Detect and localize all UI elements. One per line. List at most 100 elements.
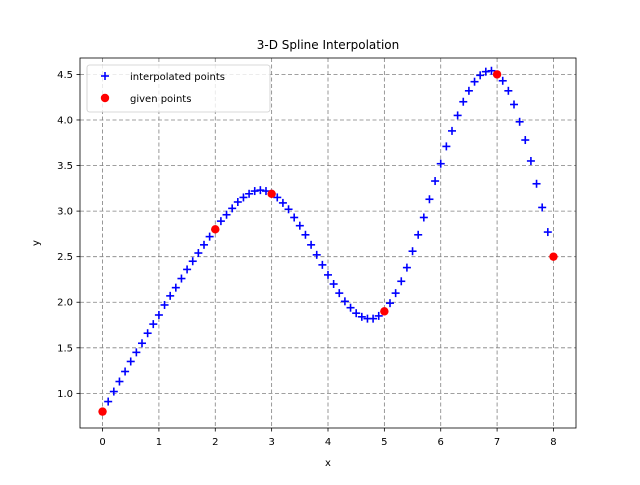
ticks xyxy=(76,74,554,432)
interpolated-point xyxy=(318,260,327,269)
interpolated-point xyxy=(510,100,518,109)
interpolated-point xyxy=(166,291,175,300)
y-tick-label: 2.5 xyxy=(57,252,73,263)
interpolated-point xyxy=(543,228,552,237)
interpolated-point xyxy=(431,177,440,186)
interpolated-point xyxy=(312,250,321,259)
interpolated-point xyxy=(498,76,507,85)
x-tick-label: 0 xyxy=(99,437,105,448)
interpolated-point xyxy=(408,247,417,256)
interpolated-point xyxy=(109,387,118,396)
interpolated-point xyxy=(307,240,316,249)
interpolated-point xyxy=(278,198,287,207)
interpolated-point xyxy=(442,142,451,151)
interpolated-point xyxy=(459,97,468,106)
given-point xyxy=(492,70,502,79)
x-tick-label: 3 xyxy=(268,437,274,448)
legend-marker-interpolated xyxy=(101,72,109,80)
chart-title: 3-D Spline Interpolation xyxy=(257,38,400,52)
interpolated-point xyxy=(171,283,180,292)
y-tick-label: 4.0 xyxy=(57,115,73,126)
given-point xyxy=(380,307,389,316)
interpolated-point xyxy=(284,205,293,214)
x-tick-label: 4 xyxy=(325,437,331,448)
interpolated-point xyxy=(115,377,124,386)
interpolated-point xyxy=(329,280,338,289)
x-tick-label: 5 xyxy=(381,437,387,448)
axes-frame xyxy=(79,57,577,429)
interpolated-point xyxy=(205,232,214,241)
y-tick-label: 4.5 xyxy=(57,70,73,81)
given-point xyxy=(211,225,220,234)
interpolated-point xyxy=(104,397,113,406)
interpolated-point xyxy=(436,159,445,168)
interpolated-point xyxy=(352,309,361,318)
interpolated-point xyxy=(273,193,282,202)
y-tick-label: 1.5 xyxy=(57,343,73,354)
interpolated-point xyxy=(357,312,366,321)
interpolated-point xyxy=(256,186,265,195)
interpolated-point xyxy=(160,300,169,309)
y-tick-label: 3.5 xyxy=(57,161,73,172)
interpolated-point xyxy=(194,249,203,258)
x-tick-label: 1 xyxy=(156,437,162,448)
interpolated-points-series xyxy=(104,66,552,406)
interpolated-point xyxy=(526,156,535,165)
interpolated-point xyxy=(476,71,485,80)
interpolated-point xyxy=(374,311,383,320)
interpolated-point xyxy=(126,357,135,366)
interpolated-point xyxy=(402,263,411,272)
y-axis-label: y xyxy=(31,240,42,246)
interpolated-point xyxy=(143,329,152,338)
interpolated-point xyxy=(414,230,423,239)
interpolated-point xyxy=(121,367,130,376)
interpolated-point xyxy=(419,213,428,222)
interpolated-point xyxy=(177,274,186,283)
interpolated-point xyxy=(369,314,378,323)
legend: interpolated points given points xyxy=(86,64,271,113)
interpolated-point xyxy=(239,193,248,202)
interpolated-point xyxy=(346,303,355,312)
interpolated-point xyxy=(397,277,406,286)
interpolated-point xyxy=(188,257,197,266)
interpolated-point xyxy=(453,111,462,120)
interpolated-point xyxy=(222,210,231,219)
interpolated-point xyxy=(515,117,524,126)
interpolated-point xyxy=(149,320,158,329)
interpolated-point xyxy=(324,270,332,279)
interpolated-point xyxy=(154,310,163,319)
interpolated-point xyxy=(386,299,394,308)
interpolated-point xyxy=(470,77,479,86)
interpolated-point xyxy=(464,86,473,95)
legend-label-given: given points xyxy=(130,94,191,105)
x-tick-label: 2 xyxy=(212,437,218,448)
given-points-series xyxy=(98,70,558,416)
tick-labels: 0 1 2 3 4 5 6 7 8 1.0 1.5 2.0 2.5 3.0 3.5 4.0 4.5 xyxy=(57,70,557,448)
interpolated-point xyxy=(295,221,304,230)
interpolated-point xyxy=(216,217,225,226)
interpolated-point xyxy=(301,230,310,239)
interpolated-point xyxy=(532,179,541,188)
legend-marker-given xyxy=(100,93,110,103)
grid xyxy=(80,58,576,428)
x-tick-label: 6 xyxy=(438,437,444,448)
legend-box xyxy=(86,64,271,113)
given-point xyxy=(98,407,107,416)
interpolated-point xyxy=(538,203,547,212)
interpolated-point xyxy=(487,66,496,75)
interpolated-point xyxy=(481,67,490,76)
y-tick-label: 1.0 xyxy=(57,389,73,400)
x-axis-label: x xyxy=(325,458,331,469)
interpolated-point xyxy=(391,289,400,298)
given-point xyxy=(267,189,276,198)
interpolated-point xyxy=(448,126,456,135)
x-tick-label: 7 xyxy=(494,437,500,448)
interpolated-point xyxy=(228,204,237,213)
interpolated-point xyxy=(335,289,344,298)
interpolated-point xyxy=(290,213,299,222)
y-tick-label: 2.0 xyxy=(57,298,73,309)
given-point xyxy=(549,252,558,261)
interpolated-point xyxy=(132,348,141,357)
